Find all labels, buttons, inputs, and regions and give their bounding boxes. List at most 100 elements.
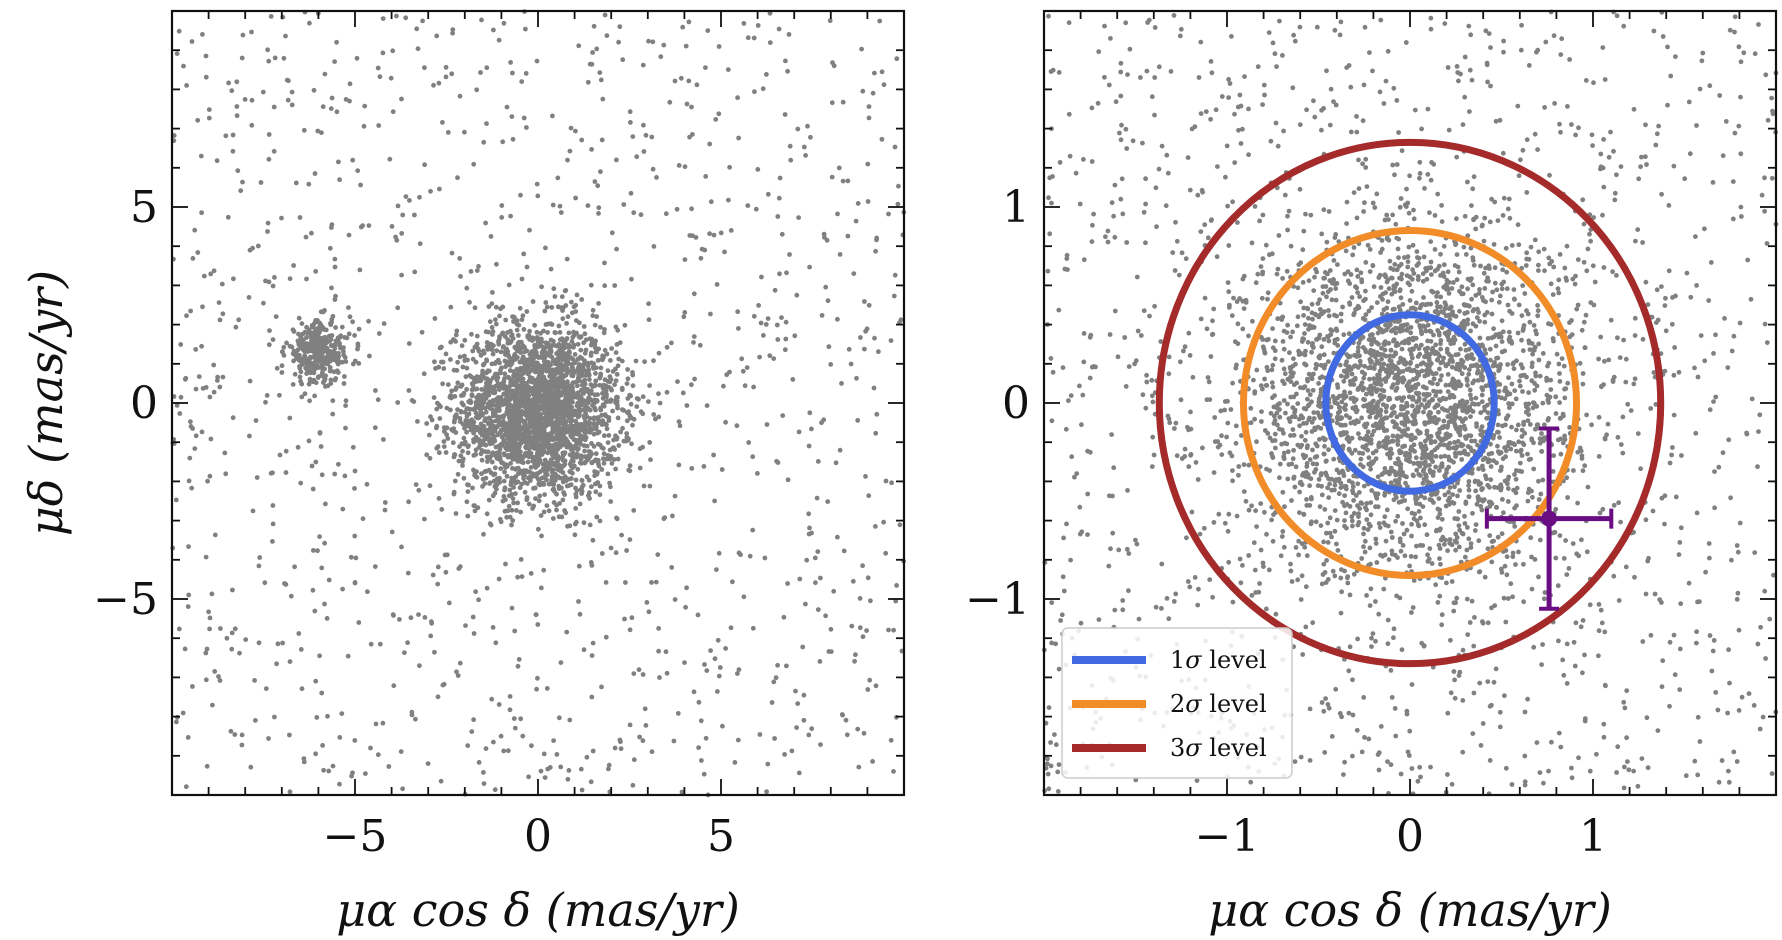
data-point bbox=[253, 718, 258, 723]
data-point bbox=[641, 122, 646, 128]
data-point bbox=[272, 714, 277, 720]
data-point bbox=[297, 374, 303, 380]
data-point bbox=[460, 364, 466, 370]
data-point bbox=[449, 388, 455, 394]
data-point bbox=[239, 742, 245, 748]
data-point bbox=[434, 406, 440, 412]
data-point bbox=[881, 82, 887, 88]
data-point bbox=[466, 482, 471, 488]
data-point bbox=[513, 412, 519, 418]
data-point bbox=[492, 438, 498, 443]
data-point bbox=[723, 646, 728, 651]
data-point bbox=[879, 69, 885, 75]
data-point bbox=[255, 243, 261, 249]
data-point bbox=[535, 363, 540, 369]
data-point bbox=[249, 122, 255, 128]
data-point bbox=[510, 496, 516, 501]
data-point bbox=[459, 343, 465, 349]
data-point bbox=[1473, 488, 1479, 494]
data-point bbox=[574, 292, 580, 298]
data-point bbox=[828, 649, 834, 654]
data-point bbox=[1301, 228, 1307, 234]
data-point bbox=[212, 532, 218, 538]
data-point bbox=[496, 387, 502, 392]
data-point bbox=[532, 421, 538, 427]
data-point bbox=[199, 210, 205, 216]
data-point bbox=[469, 729, 475, 734]
data-point bbox=[283, 582, 289, 587]
data-point bbox=[598, 169, 603, 175]
data-point bbox=[461, 435, 467, 441]
data-point bbox=[569, 373, 575, 378]
data-point bbox=[698, 718, 704, 724]
data-point bbox=[1394, 162, 1400, 167]
data-point bbox=[327, 245, 333, 251]
data-point bbox=[681, 314, 687, 320]
data-point bbox=[555, 304, 561, 310]
data-point bbox=[283, 33, 288, 39]
data-point bbox=[597, 375, 603, 381]
data-point bbox=[286, 78, 291, 84]
data-point bbox=[707, 231, 712, 237]
data-point bbox=[865, 687, 871, 692]
data-point bbox=[465, 444, 471, 450]
data-point bbox=[735, 95, 740, 101]
data-point bbox=[1564, 475, 1570, 481]
data-point bbox=[484, 65, 490, 71]
data-point bbox=[587, 407, 593, 413]
data-point bbox=[1367, 414, 1373, 420]
data-point bbox=[352, 580, 358, 586]
data-point bbox=[414, 26, 420, 32]
data-point bbox=[274, 661, 279, 667]
data-point bbox=[598, 77, 604, 83]
data-point bbox=[480, 348, 486, 354]
data-point bbox=[542, 465, 548, 471]
data-point bbox=[568, 393, 573, 399]
data-point bbox=[346, 305, 351, 310]
data-point bbox=[580, 399, 586, 405]
data-point bbox=[489, 301, 495, 307]
data-point bbox=[1307, 457, 1313, 462]
data-point bbox=[504, 421, 509, 427]
data-point bbox=[279, 215, 284, 221]
data-point bbox=[505, 374, 511, 380]
data-point bbox=[498, 395, 504, 400]
data-point bbox=[234, 104, 240, 109]
data-point bbox=[448, 304, 454, 310]
data-point bbox=[785, 581, 790, 586]
data-point bbox=[380, 50, 386, 56]
data-point bbox=[602, 12, 608, 18]
data-point bbox=[515, 500, 520, 506]
data-point bbox=[1527, 422, 1533, 427]
data-point bbox=[440, 381, 445, 387]
data-point bbox=[1474, 362, 1479, 367]
data-point bbox=[474, 333, 480, 339]
data-point bbox=[874, 411, 880, 417]
data-point bbox=[511, 716, 517, 721]
data-point bbox=[1436, 332, 1442, 338]
data-point bbox=[295, 347, 301, 353]
data-point bbox=[722, 249, 727, 255]
data-point bbox=[515, 574, 520, 580]
data-point bbox=[186, 478, 192, 484]
data-point bbox=[786, 32, 792, 37]
data-point bbox=[871, 385, 877, 391]
data-point bbox=[322, 344, 327, 349]
data-point bbox=[676, 419, 682, 424]
data-point bbox=[389, 529, 395, 535]
data-point bbox=[441, 444, 447, 449]
data-point bbox=[586, 493, 591, 498]
data-point bbox=[494, 450, 500, 456]
data-point bbox=[524, 495, 530, 500]
data-point bbox=[524, 364, 529, 370]
data-point bbox=[518, 509, 523, 515]
data-point bbox=[1435, 381, 1440, 387]
data-point bbox=[585, 360, 591, 366]
data-point bbox=[511, 500, 516, 506]
data-point bbox=[200, 32, 205, 37]
data-point bbox=[1616, 500, 1621, 506]
data-point bbox=[346, 232, 352, 238]
data-point bbox=[299, 321, 305, 326]
data-point bbox=[625, 367, 630, 372]
left-panel: −5 0 5−505 μα cos δ (mas/yr) μδ (mas/yr) bbox=[19, 9, 907, 937]
